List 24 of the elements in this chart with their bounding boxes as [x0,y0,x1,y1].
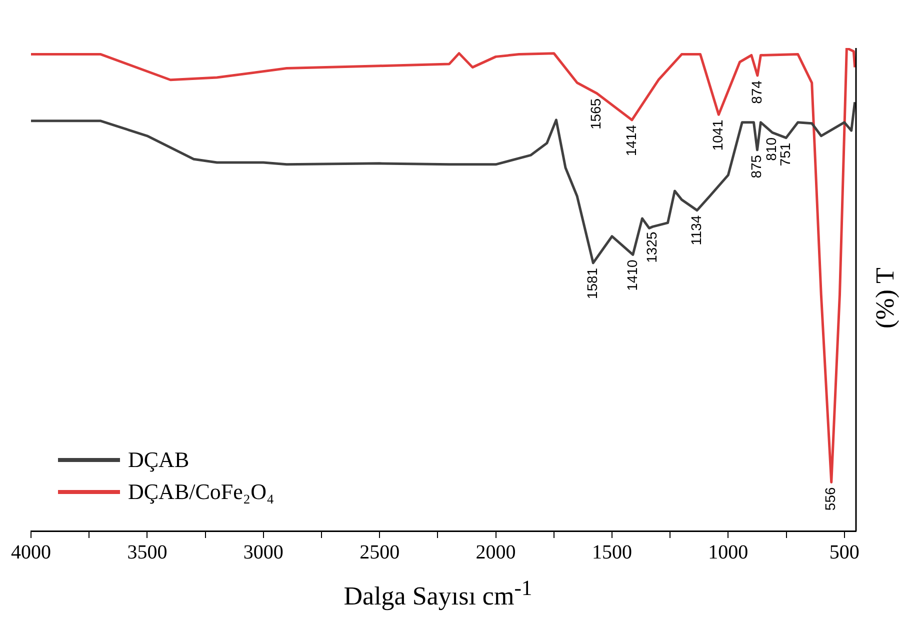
x-tick-label: 1500 [592,541,632,564]
annotation: 751 [776,142,793,166]
annotation: 1414 [622,124,639,156]
annotation: 875 [748,154,764,178]
x-tick-label: 3000 [243,541,284,564]
x-tick-label: 4000 [11,541,51,564]
legend-label: DÇAB [128,447,190,473]
x-tick-label: 3500 [127,541,168,564]
annotation: 1581 [584,268,600,300]
x-axis-title: Dalga Sayısı cm$^{-1}$ [342,576,534,612]
annotation: 1134 [688,215,704,246]
x-tick-label: 500 [829,541,860,564]
x-tick-label: 2500 [360,541,400,564]
annotation: 1410 [624,260,640,291]
y-axis-title: (%) T [870,268,899,328]
x-tick-label: 2000 [476,541,516,564]
annotation: 1325 [644,232,660,263]
annotation: 1041 [710,119,726,151]
annotation: 556 [822,487,838,511]
annotation: 874 [748,80,764,104]
annotation: 810 [763,137,780,161]
x-tick-label: 1000 [708,541,748,564]
legend-label: DÇAB/CoFe₂O₄ [128,479,274,505]
annotation: 1565 [588,98,604,130]
